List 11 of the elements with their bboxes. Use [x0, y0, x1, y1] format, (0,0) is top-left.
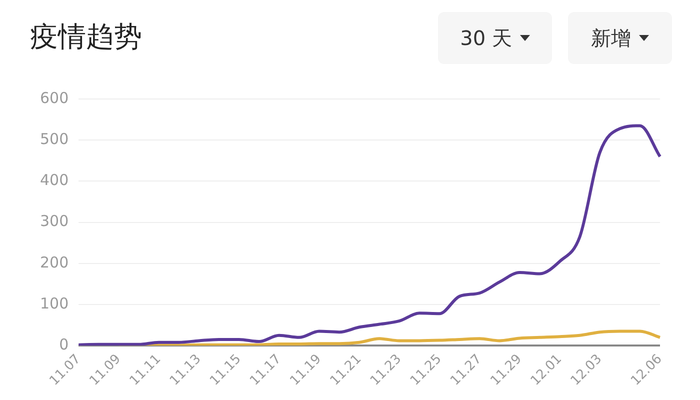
y-tick-label: 100 — [40, 294, 69, 312]
text: 30 天 — [460, 24, 512, 52]
chart-title: 疫情趋势 — [30, 19, 142, 55]
y-tick-label: 0 — [59, 336, 69, 354]
y-tick-label: 400 — [40, 171, 69, 190]
y-tick-label: 500 — [40, 130, 69, 148]
line-series — [77, 124, 662, 346]
text: 新增 — [591, 24, 631, 52]
y-tick-label: 600 — [40, 88, 69, 107]
y-tick-label: 200 — [40, 253, 69, 272]
y-tick-label: 300 — [40, 212, 69, 230]
